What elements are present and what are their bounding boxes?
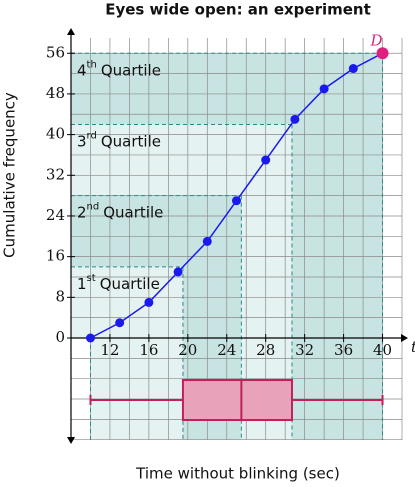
quartile-number: 3 [77,132,87,150]
x-tick-label: 36 [334,341,353,359]
data-point [115,318,125,328]
quartile-suffix: nd [87,202,100,213]
quartile-suffix: rd [87,130,97,141]
quartile-suffix: st [87,273,96,284]
y-tick-label: 8 [55,287,65,305]
x-tick-label: 16 [139,341,158,359]
chart-title: Eyes wide open: an experiment [105,1,371,19]
x-tick-label: 20 [178,341,197,359]
quartile-band [71,124,292,196]
data-point [290,114,300,124]
data-point [173,267,183,277]
y-tick-label: 56 [46,43,65,61]
data-point [376,47,389,60]
x-axis-label: Time without blinking (sec) [135,465,340,483]
quartile-word: Quartile [101,61,161,79]
quartile-label: 1st Quartile [77,273,160,293]
data-point [202,236,212,246]
y-tick-label: 24 [46,206,65,224]
y-arrow [67,437,75,444]
x-tick-label: 12 [100,341,119,359]
y-tick-label: 0 [55,328,65,346]
y-tick-label: 16 [46,247,65,265]
quartile-number: 2 [77,203,87,221]
quartile-word: Quartile [101,132,161,150]
point-label: D [370,31,383,49]
y-axis-label: Cumulative frequency [1,92,19,258]
x-tick-label: 32 [295,341,314,359]
x-arrow [401,334,408,342]
quartile-band [71,195,242,267]
quartile-label: 3rd Quartile [77,130,161,150]
x-axis-symbol: t [411,338,415,356]
data-point [144,297,154,307]
y-tick-label: 48 [46,84,65,102]
x-tick-label: 40 [373,341,392,359]
quartile-number: 1 [77,274,87,292]
data-point [261,155,271,165]
quartile-number: 4 [77,61,87,79]
quartile-label: 2nd Quartile [77,202,163,222]
box [181,379,293,421]
x-tick-label: 28 [256,341,275,359]
y-arrow [67,28,75,35]
quartile-word: Quartile [100,274,160,292]
y-tick-label: 40 [46,125,65,143]
quartile-label: 4th Quartile [77,59,161,79]
y-tick-label: 32 [46,165,65,183]
data-point [232,196,241,206]
data-point [85,333,95,343]
x-tick-label: 24 [217,341,236,359]
data-point [348,64,358,74]
quartile-suffix: th [87,59,97,70]
quartile-word: Quartile [103,203,163,221]
data-point [319,84,329,94]
quartile-band [71,266,183,338]
